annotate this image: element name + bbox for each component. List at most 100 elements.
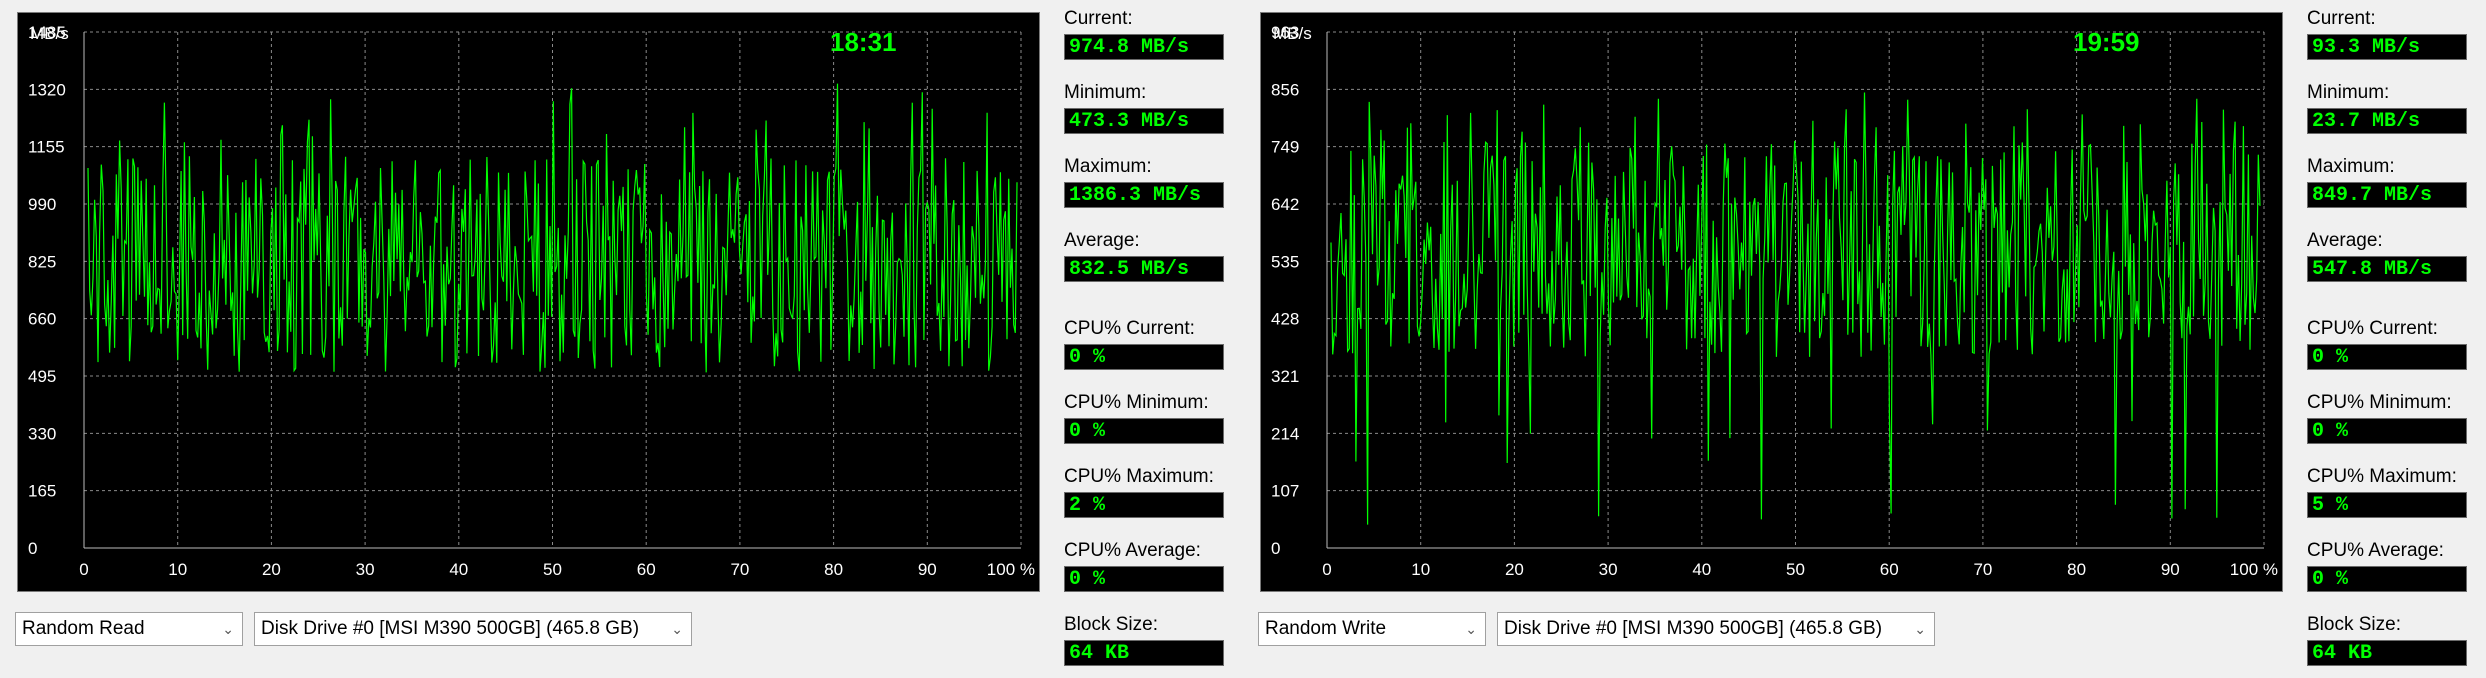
throughput-trace: [1330, 92, 2261, 525]
stat-value: 849.7 MB/s: [2307, 182, 2467, 208]
stat-label: Current:: [2307, 8, 2376, 29]
x-tick-label: 0: [79, 560, 88, 579]
y-tick-label: 642: [1271, 195, 1299, 214]
y-tick-label: 214: [1271, 424, 1299, 443]
stat-value: 2 %: [1064, 492, 1224, 518]
x-tick-label: 70: [1973, 560, 1992, 579]
stat-label: Minimum:: [2307, 82, 2390, 103]
stat-label: Block Size:: [1064, 614, 1158, 635]
stat-value: 974.8 MB/s: [1064, 34, 1224, 60]
stat-value: 23.7 MB/s: [2307, 108, 2467, 134]
y-tick-label: 990: [28, 195, 56, 214]
y-tick-label: 0: [28, 539, 37, 558]
chevron-down-icon: ⌄: [222, 621, 234, 637]
elapsed-time-label: 19:59: [2073, 27, 2140, 57]
y-tick-label: 165: [28, 482, 56, 501]
drive-value: Disk Drive #0 [MSI M390 500GB] (465.8 GB…: [261, 618, 640, 639]
y-tick-label: 107: [1271, 482, 1299, 501]
stat-value: 0 %: [2307, 418, 2467, 444]
stat-value: 1386.3 MB/s: [1064, 182, 1224, 208]
y-tick-label: 535: [1271, 252, 1299, 271]
x-tick-label: 30: [1599, 560, 1618, 579]
stat-label: Minimum:: [1064, 82, 1147, 103]
drive-select[interactable]: Disk Drive #0 [MSI M390 500GB] (465.8 GB…: [1497, 612, 1935, 646]
test-type-select[interactable]: Random Write ⌄: [1258, 612, 1486, 646]
throughput-trace: [87, 83, 1018, 373]
y-tick-label: 856: [1271, 80, 1299, 99]
x-tick-label: 50: [1786, 560, 1805, 579]
stat-label: Maximum:: [2307, 156, 2395, 177]
x-tick-label: 10: [168, 560, 187, 579]
stat-label: Current:: [1064, 8, 1133, 29]
test-type-value: Random Write: [1265, 618, 1387, 639]
x-tick-label: 90: [918, 560, 937, 579]
test-type-select[interactable]: Random Read ⌄: [15, 612, 243, 646]
chevron-down-icon: ⌄: [1465, 621, 1477, 637]
y-tick-label: 1155: [28, 138, 65, 157]
stat-label: CPU% Maximum:: [1064, 466, 1214, 487]
elapsed-time-label: 18:31: [830, 27, 897, 57]
y-tick-label: 660: [28, 310, 56, 329]
write-test-panel: MB/s 19:59 0 107 214 321 428 535 642 749 856 963 0 10…: [1243, 0, 2486, 678]
y-tick-label: 1320: [28, 80, 66, 99]
y-tick-label: 963: [1271, 23, 1299, 42]
y-tick-label: 428: [1271, 310, 1299, 329]
stat-label: CPU% Minimum:: [2307, 392, 2452, 413]
y-tick-label: 825: [28, 252, 56, 271]
x-tick-label: 30: [356, 560, 375, 579]
write-throughput-plot: MB/s 19:59 0 107 214 321 428 535 642 749 856 963 0 10…: [1271, 23, 2278, 579]
x-tick-label: 40: [449, 560, 468, 579]
stat-value: 64 KB: [1064, 640, 1224, 666]
x-tick-label: 60: [637, 560, 656, 579]
x-tick-label: 60: [1880, 560, 1899, 579]
chevron-down-icon: ⌄: [1914, 621, 1926, 637]
y-tick-label: 495: [28, 367, 56, 386]
test-type-value: Random Read: [22, 618, 145, 639]
x-tick-label: 70: [730, 560, 749, 579]
x-tick-label: 40: [1692, 560, 1711, 579]
x-tick-label: 100 %: [2230, 560, 2278, 579]
stat-value: 0 %: [1064, 418, 1224, 444]
read-throughput-chart: MB/s 18:31 0 165 330 495 660 825 990 1155 1320 1485…: [17, 12, 1040, 592]
stat-label: CPU% Maximum:: [2307, 466, 2457, 487]
read-throughput-plot: MB/s 18:31 0 165 330 495 660 825 990 1155 1320 1485…: [28, 23, 1035, 579]
x-tick-label: 100 %: [987, 560, 1035, 579]
stat-label: CPU% Average:: [2307, 540, 2444, 561]
y-tick-label: 1485: [28, 23, 66, 42]
y-tick-label: 330: [28, 424, 56, 443]
stat-label: CPU% Minimum:: [1064, 392, 1209, 413]
chevron-down-icon: ⌄: [671, 621, 683, 637]
write-throughput-chart: MB/s 19:59 0 107 214 321 428 535 642 749 856 963 0 10…: [1260, 12, 2283, 592]
stat-label: Block Size:: [2307, 614, 2401, 635]
x-tick-label: 50: [543, 560, 562, 579]
read-test-panel: MB/s 18:31 0 165 330 495 660 825 990 1155 1320 1485…: [15, 8, 1224, 666]
y-tick-label: 321: [1271, 367, 1299, 386]
unit-label: MB/s: [30, 24, 69, 43]
stat-label: Maximum:: [1064, 156, 1152, 177]
x-tick-label: 0: [1322, 560, 1331, 579]
stat-value: 93.3 MB/s: [2307, 34, 2467, 60]
y-tick-label: 0: [1271, 539, 1280, 558]
stat-value: 0 %: [1064, 344, 1224, 370]
stat-value: 5 %: [2307, 492, 2467, 518]
stat-value: 64 KB: [2307, 640, 2467, 666]
stat-value: 832.5 MB/s: [1064, 256, 1224, 282]
x-tick-label: 10: [1411, 560, 1430, 579]
unit-label: MB/s: [1273, 24, 1312, 43]
x-tick-label: 20: [262, 560, 281, 579]
stat-value: 547.8 MB/s: [2307, 256, 2467, 282]
drive-select[interactable]: Disk Drive #0 [MSI M390 500GB] (465.8 GB…: [254, 612, 692, 646]
x-tick-label: 80: [2067, 560, 2086, 579]
stat-label: CPU% Current:: [1064, 318, 1195, 339]
stat-label: Average:: [1064, 230, 1140, 251]
x-tick-label: 90: [2161, 560, 2180, 579]
stat-value: 0 %: [2307, 566, 2467, 592]
stat-label: CPU% Average:: [1064, 540, 1201, 561]
stat-value: 473.3 MB/s: [1064, 108, 1224, 134]
stat-value: 0 %: [1064, 566, 1224, 592]
y-tick-label: 749: [1271, 138, 1299, 157]
x-tick-label: 20: [1505, 560, 1524, 579]
stat-value: 0 %: [2307, 344, 2467, 370]
stat-label: CPU% Current:: [2307, 318, 2438, 339]
x-tick-label: 80: [824, 560, 843, 579]
